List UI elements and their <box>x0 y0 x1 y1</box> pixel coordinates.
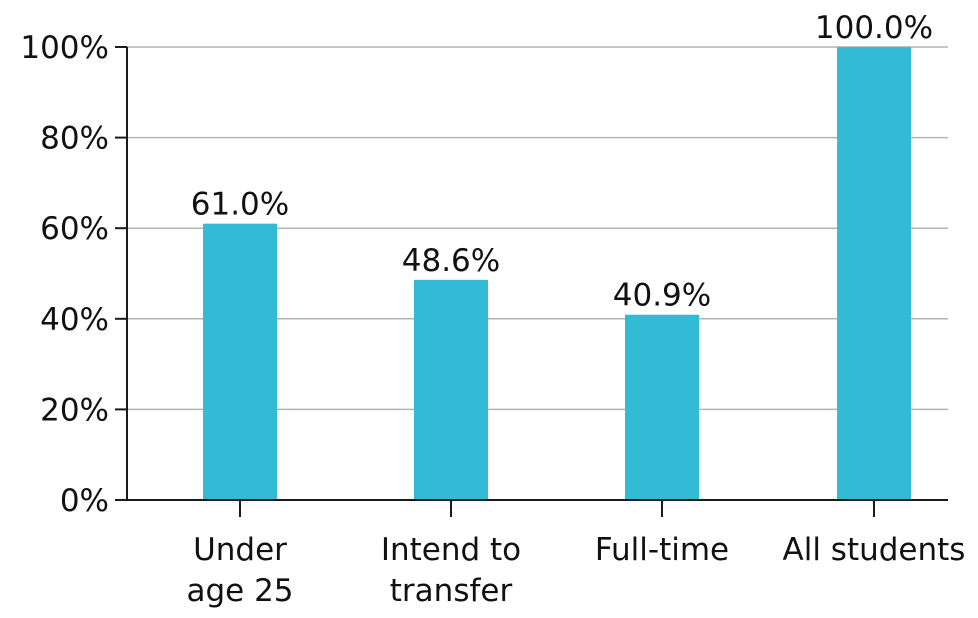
y-tick-label: 80% <box>40 121 109 157</box>
y-tick-label: 100% <box>20 30 109 66</box>
x-tick-label: Full-time <box>595 532 729 568</box>
data-label: 40.9% <box>613 278 711 314</box>
y-tick-label: 40% <box>40 302 109 338</box>
bar <box>625 314 699 500</box>
axes <box>115 46 948 517</box>
data-label: 61.0% <box>191 187 289 223</box>
y-tick-label: 0% <box>60 483 109 519</box>
y-tick-label: 60% <box>40 211 109 247</box>
y-tick-label: 20% <box>40 392 109 428</box>
bars <box>203 47 911 501</box>
x-tick-label: Under age 25 <box>186 532 293 609</box>
data-label: 100.0% <box>815 10 933 46</box>
labels: 0% 20% 40% 60% 80% 100% 61.0% Under age 25 48.6% I… <box>20 10 965 609</box>
bar <box>837 47 911 500</box>
x-tick-label: All students <box>783 532 966 568</box>
bar <box>414 279 488 500</box>
x-tick-label: Intend to transfer <box>381 532 521 609</box>
bar <box>203 223 277 501</box>
data-label: 48.6% <box>402 243 500 279</box>
